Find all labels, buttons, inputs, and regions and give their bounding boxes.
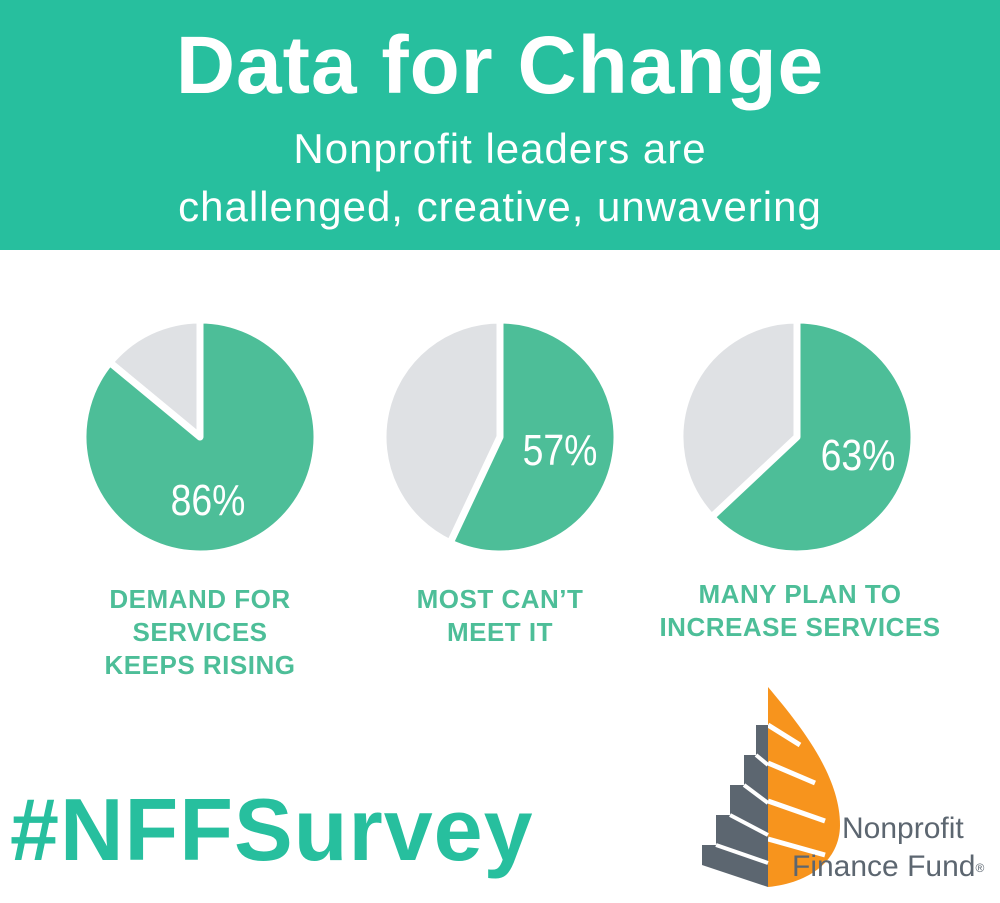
logo-text-line-2-label: Finance Fund — [792, 850, 976, 883]
logo-text-line-2: Finance Fund® — [792, 850, 984, 885]
pie-chart-1: 86% — [79, 316, 321, 558]
pie-slice-remainder — [676, 316, 801, 521]
step-lines — [715, 753, 770, 865]
pie-chart-2: 57% — [379, 316, 621, 558]
pie-caption-1: DEMAND FOR SERVICES KEEPS RISING — [80, 583, 320, 682]
caption-line: MANY PLAN TO — [698, 579, 902, 609]
subtitle-line-2: challenged, creative, unwavering — [178, 183, 822, 230]
pie-caption-2: MOST CAN’T MEET IT — [380, 583, 620, 649]
caption-line: DEMAND FOR — [109, 584, 291, 614]
pie-caption-3: MANY PLAN TO INCREASE SERVICES — [650, 578, 950, 644]
caption-line: MOST CAN’T — [416, 584, 584, 614]
header-banner: Data for Change Nonprofit leaders are ch… — [0, 0, 1000, 250]
caption-line: MEET IT — [446, 617, 554, 647]
leaf-gray-steps — [702, 725, 768, 887]
pie-slice-remainder — [106, 316, 204, 441]
pie-slice-remainder — [379, 316, 504, 547]
caption-line: INCREASE SERVICES — [659, 612, 941, 642]
pie-chart-3: 63% — [676, 316, 918, 558]
page-title: Data for Change — [175, 20, 825, 111]
caption-line: SERVICES — [132, 617, 268, 647]
subtitle-line-1: Nonprofit leaders are — [293, 125, 707, 172]
pie-charts: 86% 57% 63% — [79, 316, 918, 558]
leaf-steps-icon — [702, 687, 840, 887]
pie-slice-value — [446, 316, 621, 558]
caption-line: KEEPS RISING — [104, 650, 296, 680]
pie-slice-value — [708, 316, 918, 558]
logo-text-line-1: Nonprofit — [842, 812, 964, 845]
hashtag: #NFFSurvey — [10, 780, 534, 879]
registered-mark: ® — [975, 861, 985, 876]
pie-value-label: 57% — [523, 425, 598, 475]
leaf-vein-lines — [766, 722, 826, 858]
pie-value-label: 86% — [171, 475, 246, 525]
pie-value-label: 63% — [821, 430, 896, 480]
pie-slice-value — [79, 316, 321, 558]
